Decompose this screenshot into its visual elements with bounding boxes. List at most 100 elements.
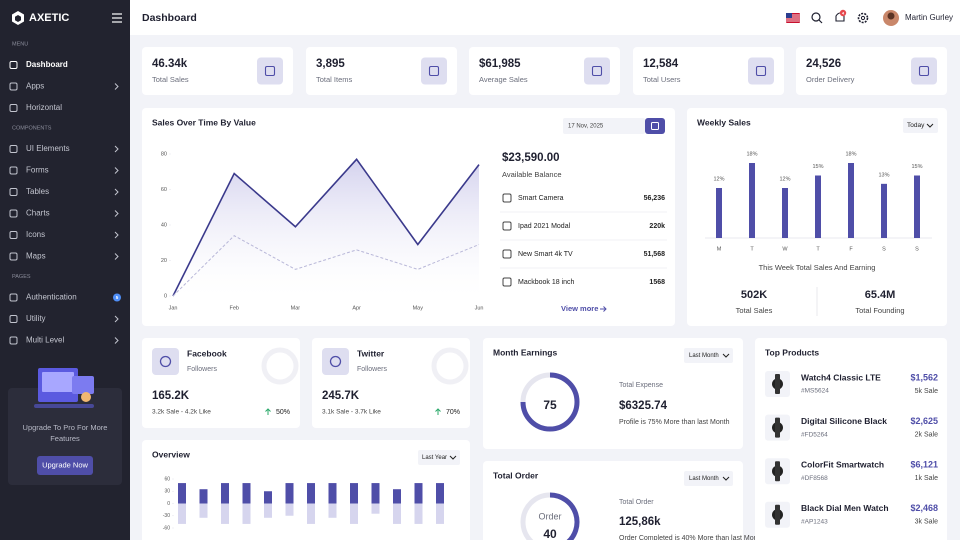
balance-item-name: Mackbook 18 inch xyxy=(518,279,575,286)
bar-value-label: 18% xyxy=(845,151,856,157)
product-code: #DF8568 xyxy=(801,475,828,482)
nav-item[interactable]: Utility xyxy=(26,314,46,323)
nav-item[interactable]: Dashboard xyxy=(26,60,68,69)
nav-item[interactable]: Maps xyxy=(26,252,46,261)
date-value[interactable]: 17 Nov, 2025 xyxy=(568,124,604,130)
chevron xyxy=(114,210,119,217)
social-value: 165.2K xyxy=(152,390,190,402)
calendar-button[interactable] xyxy=(645,118,665,134)
stat-label: Average Sales xyxy=(479,75,528,84)
trend-arrow xyxy=(435,408,441,415)
product-sales: 2k Sale xyxy=(915,431,938,438)
nav-icon xyxy=(9,166,18,175)
product-icon xyxy=(502,221,512,231)
bar xyxy=(199,503,208,518)
bar xyxy=(350,483,358,504)
product-price: $2,468 xyxy=(910,503,938,513)
bar xyxy=(307,483,315,504)
card-icon-box xyxy=(748,57,774,85)
nav-icon xyxy=(9,82,18,91)
social-watermark xyxy=(261,347,299,385)
bar xyxy=(285,503,294,516)
nav-item[interactable]: Authentication xyxy=(26,293,77,302)
card-icon xyxy=(755,65,767,77)
product-price: $6,121 xyxy=(910,460,938,470)
nav-item[interactable]: Apps xyxy=(26,82,44,91)
filter-label[interactable]: Last Month xyxy=(689,353,719,359)
gauge-value: 40 xyxy=(543,527,557,540)
bar xyxy=(414,483,423,504)
filter-button[interactable] xyxy=(903,118,938,133)
y-tick-label: 0 xyxy=(164,293,167,299)
stat-label: Total Items xyxy=(316,75,353,84)
stat-card xyxy=(469,47,620,95)
nav-icon xyxy=(9,209,18,218)
balance-label: Available Balance xyxy=(502,170,562,179)
product-code: #FD5264 xyxy=(801,431,828,438)
nav-item[interactable]: Horizontal xyxy=(26,103,62,112)
header-bar xyxy=(130,0,960,35)
promo-button[interactable] xyxy=(37,456,93,475)
balance-value: $23,590.00 xyxy=(502,152,560,164)
date-picker[interactable] xyxy=(563,118,645,134)
filter-button[interactable] xyxy=(684,471,733,486)
y-tick-label: 80 xyxy=(161,151,167,157)
nav-item[interactable]: Tables xyxy=(26,187,49,196)
chevron xyxy=(114,253,119,260)
chevron xyxy=(114,145,119,153)
x-tick-label: Mar xyxy=(291,305,301,311)
card-note: Order Completed is 40% More than last Mo… xyxy=(619,535,763,540)
card-icon xyxy=(428,65,440,77)
summary-value: 502K xyxy=(741,289,767,301)
stat-label: Order Delivery xyxy=(806,75,855,84)
search-icon[interactable] xyxy=(811,12,821,22)
notification-count: 4 xyxy=(842,10,845,15)
product-strap xyxy=(775,461,780,482)
nav-item[interactable]: Charts xyxy=(26,209,50,218)
chevron xyxy=(722,353,730,358)
bar xyxy=(782,188,788,238)
bar xyxy=(178,503,186,524)
nav-item[interactable]: UI Elements xyxy=(26,144,70,153)
earnings-card xyxy=(483,338,743,449)
bar xyxy=(881,183,887,238)
promo-button-label[interactable]: Upgrade Now xyxy=(42,460,88,469)
flag-canton xyxy=(786,13,792,18)
y-tick-label: 0 xyxy=(167,501,170,507)
stat-value: 24,526 xyxy=(806,58,841,70)
bar xyxy=(285,483,294,504)
bar xyxy=(371,483,380,504)
calendar-icon xyxy=(651,122,659,130)
line-area xyxy=(173,159,479,296)
social-name: Twitter xyxy=(357,348,385,358)
x-tick-label: Feb xyxy=(229,305,238,311)
filter-label[interactable]: Last Year xyxy=(422,455,447,461)
summary-label: Total Founding xyxy=(855,306,904,315)
social-change: 70% xyxy=(446,409,460,416)
nav-icon xyxy=(9,61,18,69)
product-name: Watch4 Classic LTE xyxy=(801,372,881,382)
bar-value-label: 18% xyxy=(746,151,757,157)
settings-icon[interactable] xyxy=(857,12,869,24)
promo-illustration-person xyxy=(81,392,91,402)
filter-label[interactable]: Last Month xyxy=(689,476,719,482)
filter-label[interactable]: Today xyxy=(907,122,925,129)
nav-item[interactable]: Multi Level xyxy=(26,336,64,345)
social-name: Facebook xyxy=(187,348,227,358)
product-name: Black Dial Men Watch xyxy=(801,503,889,513)
user-name[interactable]: Martin Gurley xyxy=(905,13,953,22)
card-title: Total Order xyxy=(493,470,539,480)
balance-item-value: 1568 xyxy=(649,279,665,286)
nav-item[interactable]: Icons xyxy=(26,230,45,239)
bar xyxy=(749,163,755,238)
nav-item[interactable]: Forms xyxy=(26,166,49,175)
bar xyxy=(393,503,401,524)
page-title: Dashboard xyxy=(142,12,197,24)
filter-button[interactable] xyxy=(418,450,460,465)
view-more-link[interactable]: View more xyxy=(561,304,598,313)
x-tick-label: Apr xyxy=(352,305,361,311)
bar xyxy=(350,503,358,524)
nav-icon xyxy=(9,104,18,112)
filter-button[interactable] xyxy=(684,348,733,363)
